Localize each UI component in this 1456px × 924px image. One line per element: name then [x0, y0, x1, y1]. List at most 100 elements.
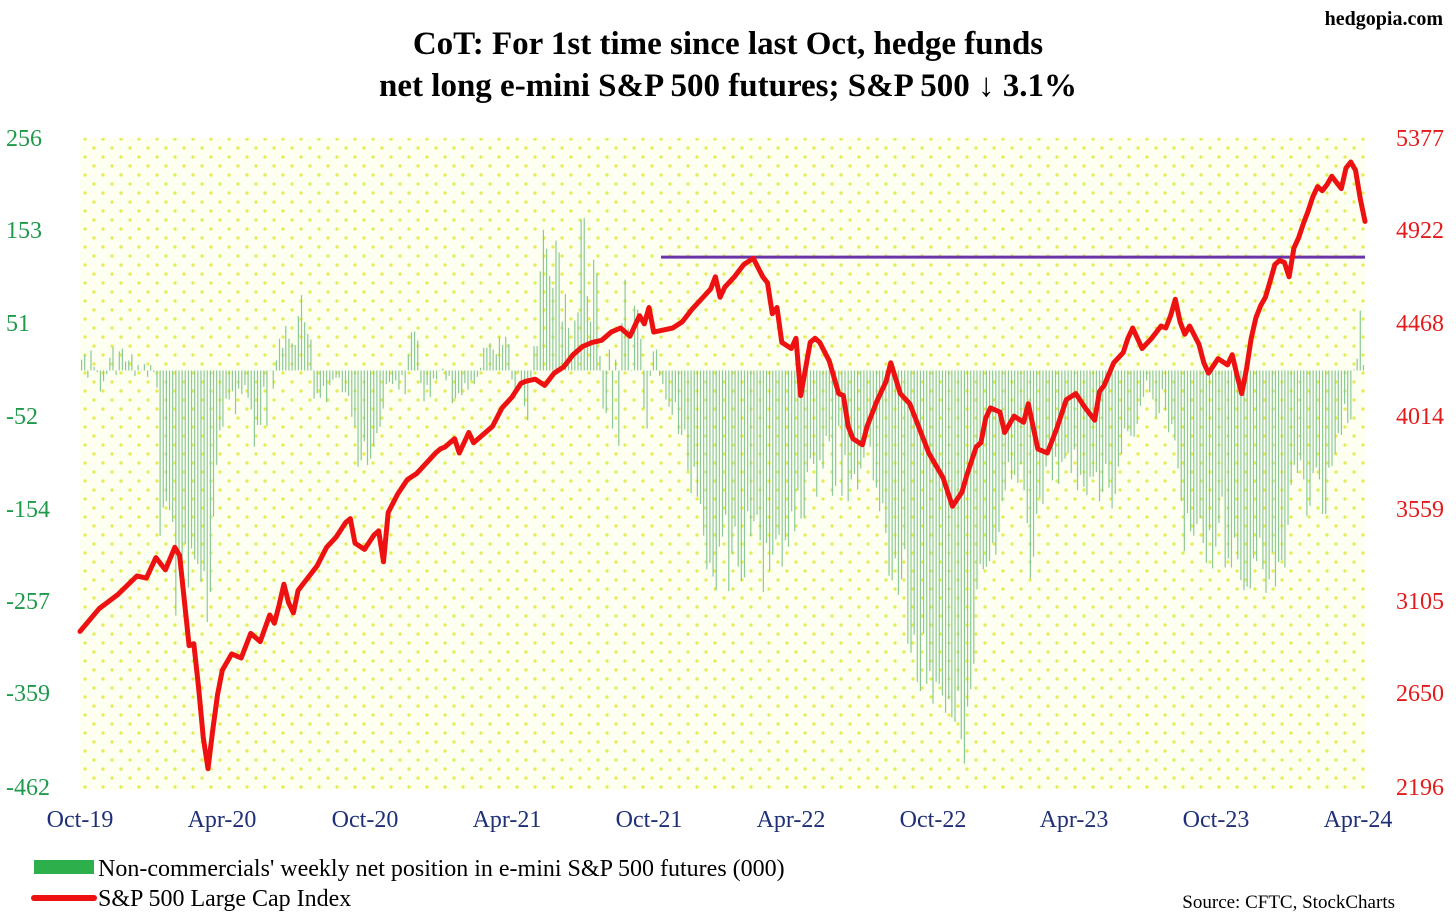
net-position-bar [762, 370, 764, 593]
net-position-bar [118, 351, 120, 371]
net-position-bar [630, 370, 632, 371]
net-position-bar [1265, 370, 1267, 593]
net-position-bar [392, 370, 394, 385]
net-position-bar [677, 370, 680, 435]
net-position-bar [1350, 370, 1352, 420]
net-position-bar [300, 295, 303, 371]
net-position-bar [181, 370, 183, 574]
net-position-bar [838, 370, 840, 426]
net-position-bar [401, 370, 403, 376]
net-position-bar [143, 364, 146, 371]
net-position-bar [322, 370, 325, 386]
net-position-bar [225, 370, 227, 399]
net-position-bar [1111, 370, 1113, 509]
net-position-bar [102, 370, 105, 382]
net-position-bar [1177, 370, 1179, 469]
net-position-bar [357, 370, 359, 467]
net-position-bar [718, 370, 720, 547]
legend-label-sp500: S&P 500 Large Cap Index [98, 886, 351, 912]
net-position-bar [363, 370, 365, 442]
net-position-bar [583, 217, 585, 371]
net-position-bar [313, 370, 315, 399]
net-position-bar [310, 339, 312, 371]
net-position-bar [307, 334, 309, 371]
net-position-bar [1278, 370, 1280, 563]
net-position-bar [1268, 370, 1270, 580]
net-position-bar [966, 370, 969, 707]
net-position-bar [476, 370, 479, 377]
net-position-bar [627, 328, 629, 371]
net-position-bar [1243, 370, 1245, 591]
net-position-bar [778, 370, 780, 535]
net-position-bar [209, 370, 211, 593]
net-position-bar [781, 370, 783, 567]
net-position-bar [473, 370, 475, 385]
net-position-bar [1196, 370, 1198, 524]
net-position-bar [769, 370, 771, 571]
net-position-bar [863, 370, 865, 458]
net-position-bar [772, 370, 774, 555]
net-position-bar [417, 340, 419, 371]
net-position-bar [599, 355, 601, 371]
net-position-bar [190, 370, 193, 549]
net-position-bar [1290, 370, 1292, 485]
net-position-bar [643, 370, 645, 409]
net-position-bar [1042, 370, 1044, 504]
net-position-bar [1139, 370, 1141, 406]
net-position-bar [1054, 370, 1057, 457]
net-position-bar [1271, 370, 1273, 553]
net-position-bar [527, 370, 529, 421]
net-position-bar [596, 273, 598, 371]
net-position-bar [1120, 370, 1123, 455]
net-position-bar [1098, 370, 1101, 502]
net-position-bar [696, 370, 698, 497]
net-position-bar [1080, 370, 1082, 475]
net-position-bar [1234, 370, 1236, 538]
net-position-bar [128, 360, 130, 371]
net-position-bar [803, 370, 805, 518]
net-position-bar [1287, 370, 1289, 525]
net-position-bar [1102, 370, 1104, 493]
net-position-bar [872, 370, 874, 481]
net-position-bar [1315, 370, 1317, 468]
net-position-bar [1296, 370, 1299, 474]
net-position-bar [1076, 370, 1079, 491]
net-position-bar [388, 370, 391, 383]
net-position-bar [1017, 370, 1019, 484]
net-position-bar [1127, 370, 1129, 432]
net-position-bar [530, 370, 532, 377]
net-position-bar [747, 370, 749, 512]
net-position-bar [1340, 370, 1343, 435]
net-position-bar [348, 370, 350, 396]
net-position-bar [112, 346, 114, 371]
net-position-bar [580, 219, 582, 371]
net-position-bar [850, 370, 852, 480]
net-position-bar [448, 370, 450, 376]
net-position-bar [985, 370, 988, 567]
net-position-bar [250, 370, 252, 410]
net-position-bar [655, 349, 658, 371]
net-position-bar [970, 370, 972, 690]
net-position-bar [407, 355, 409, 371]
net-position-bar [1202, 370, 1204, 543]
net-position-bar [291, 343, 293, 371]
net-position-bar [1168, 370, 1170, 433]
net-position-bar [615, 359, 617, 371]
net-position-bar [294, 345, 296, 371]
net-position-bar [385, 370, 387, 385]
net-position-bar [1073, 370, 1075, 450]
net-position-bar [1130, 370, 1132, 436]
net-position-bar [734, 370, 736, 527]
net-position-bar [216, 370, 218, 465]
net-position-bar [709, 370, 711, 563]
net-position-bar [172, 370, 174, 523]
left-tick-label: 153 [6, 218, 42, 244]
net-position-bar [960, 370, 962, 740]
net-position-bar [860, 370, 862, 469]
net-position-bar [1218, 370, 1220, 524]
net-position-bar [140, 370, 142, 371]
net-position-bar [561, 321, 563, 371]
sp500-line-group [77, 159, 1368, 772]
net-position-bar [260, 370, 262, 425]
net-position-bar [1142, 370, 1145, 397]
